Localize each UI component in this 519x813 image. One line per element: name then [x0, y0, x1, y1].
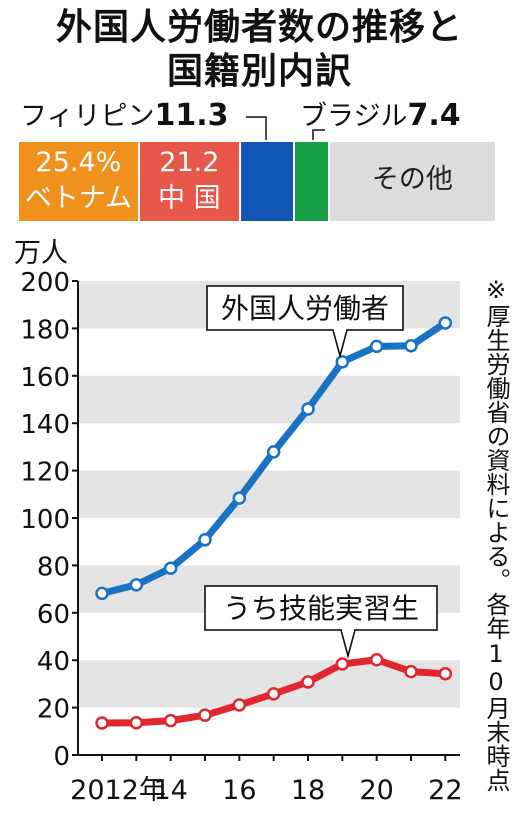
series-name-label: うち技能実習生 [223, 592, 419, 625]
china-name: 中 国 [158, 183, 221, 214]
data-point [163, 561, 178, 575]
segment-other [329, 142, 495, 221]
x-tick-label: 18 [291, 775, 325, 806]
source-note: ※厚生労働省の資料による。各年10月末時点 [482, 276, 510, 792]
grid-band [78, 375, 460, 424]
segment-philippines [240, 142, 293, 221]
x-tick-label: 22 [428, 775, 462, 806]
x-tick-label: 2012年 [70, 775, 166, 806]
callout-foreign-workers: 外国人労働者 [206, 285, 404, 359]
data-point [301, 402, 315, 416]
x-tick-label: 16 [222, 775, 256, 806]
data-point [266, 687, 281, 701]
data-point [95, 716, 109, 730]
data-point [438, 666, 453, 681]
data-point [335, 355, 350, 369]
chart-title-line2: 国籍別内訳 [166, 51, 352, 92]
data-point [369, 652, 384, 667]
philippines-name: フィリピン [20, 101, 155, 132]
breakdown-leader-lines [246, 116, 325, 140]
data-point [163, 713, 178, 728]
y-tick-label: 100 [20, 505, 70, 535]
callout-technical-trainees: うち技能実習生 [204, 585, 438, 660]
other-name: その他 [371, 164, 453, 195]
data-point [404, 338, 418, 353]
vietnam-name: ベトナム [24, 183, 133, 214]
y-tick-label: 160 [20, 363, 70, 393]
y-tick-label: 20 [37, 695, 70, 725]
y-tick-label: 120 [20, 458, 70, 488]
brazil-name: ブラジル [300, 101, 408, 132]
data-point [198, 533, 212, 547]
data-point [369, 339, 384, 354]
y-tick-label: 80 [37, 552, 70, 582]
data-point [266, 445, 281, 459]
segment-vietnam [19, 142, 138, 221]
data-point [404, 664, 418, 679]
chart-title-line1: 外国人労働者数の推移と [55, 7, 463, 48]
y-tick-label: 0 [53, 742, 70, 772]
y-tick-label: 140 [20, 410, 70, 440]
china-value: 21.2 [159, 147, 220, 178]
philippines-label: フィリピン11.3 [20, 100, 229, 133]
segment-brazil [294, 142, 328, 221]
data-point [129, 578, 144, 592]
data-point [335, 657, 350, 671]
y-tick-label: 180 [20, 315, 70, 345]
philippines-value: 11.3 [154, 98, 229, 133]
data-point [438, 316, 453, 330]
brazil-label: ブラジル7.4 [300, 100, 461, 133]
y-tick-label: 40 [37, 647, 70, 677]
y-tick-label: 200 [20, 268, 70, 298]
series-name-label: 外国人労働者 [221, 292, 389, 325]
y-tick-label: 60 [37, 600, 70, 630]
data-point [95, 586, 109, 601]
brazil-value: 7.4 [407, 98, 461, 133]
data-point [232, 491, 247, 505]
data-point [129, 716, 144, 730]
segment-china [139, 142, 239, 221]
x-tick-label: 14 [153, 775, 187, 806]
y-axis-label: 万人 [14, 238, 68, 269]
vietnam-value: 25.4% [35, 147, 122, 178]
data-point [301, 675, 315, 689]
grid-band [78, 470, 460, 518]
data-point [198, 708, 212, 722]
x-tick-label: 20 [359, 775, 393, 806]
data-point [232, 698, 247, 712]
